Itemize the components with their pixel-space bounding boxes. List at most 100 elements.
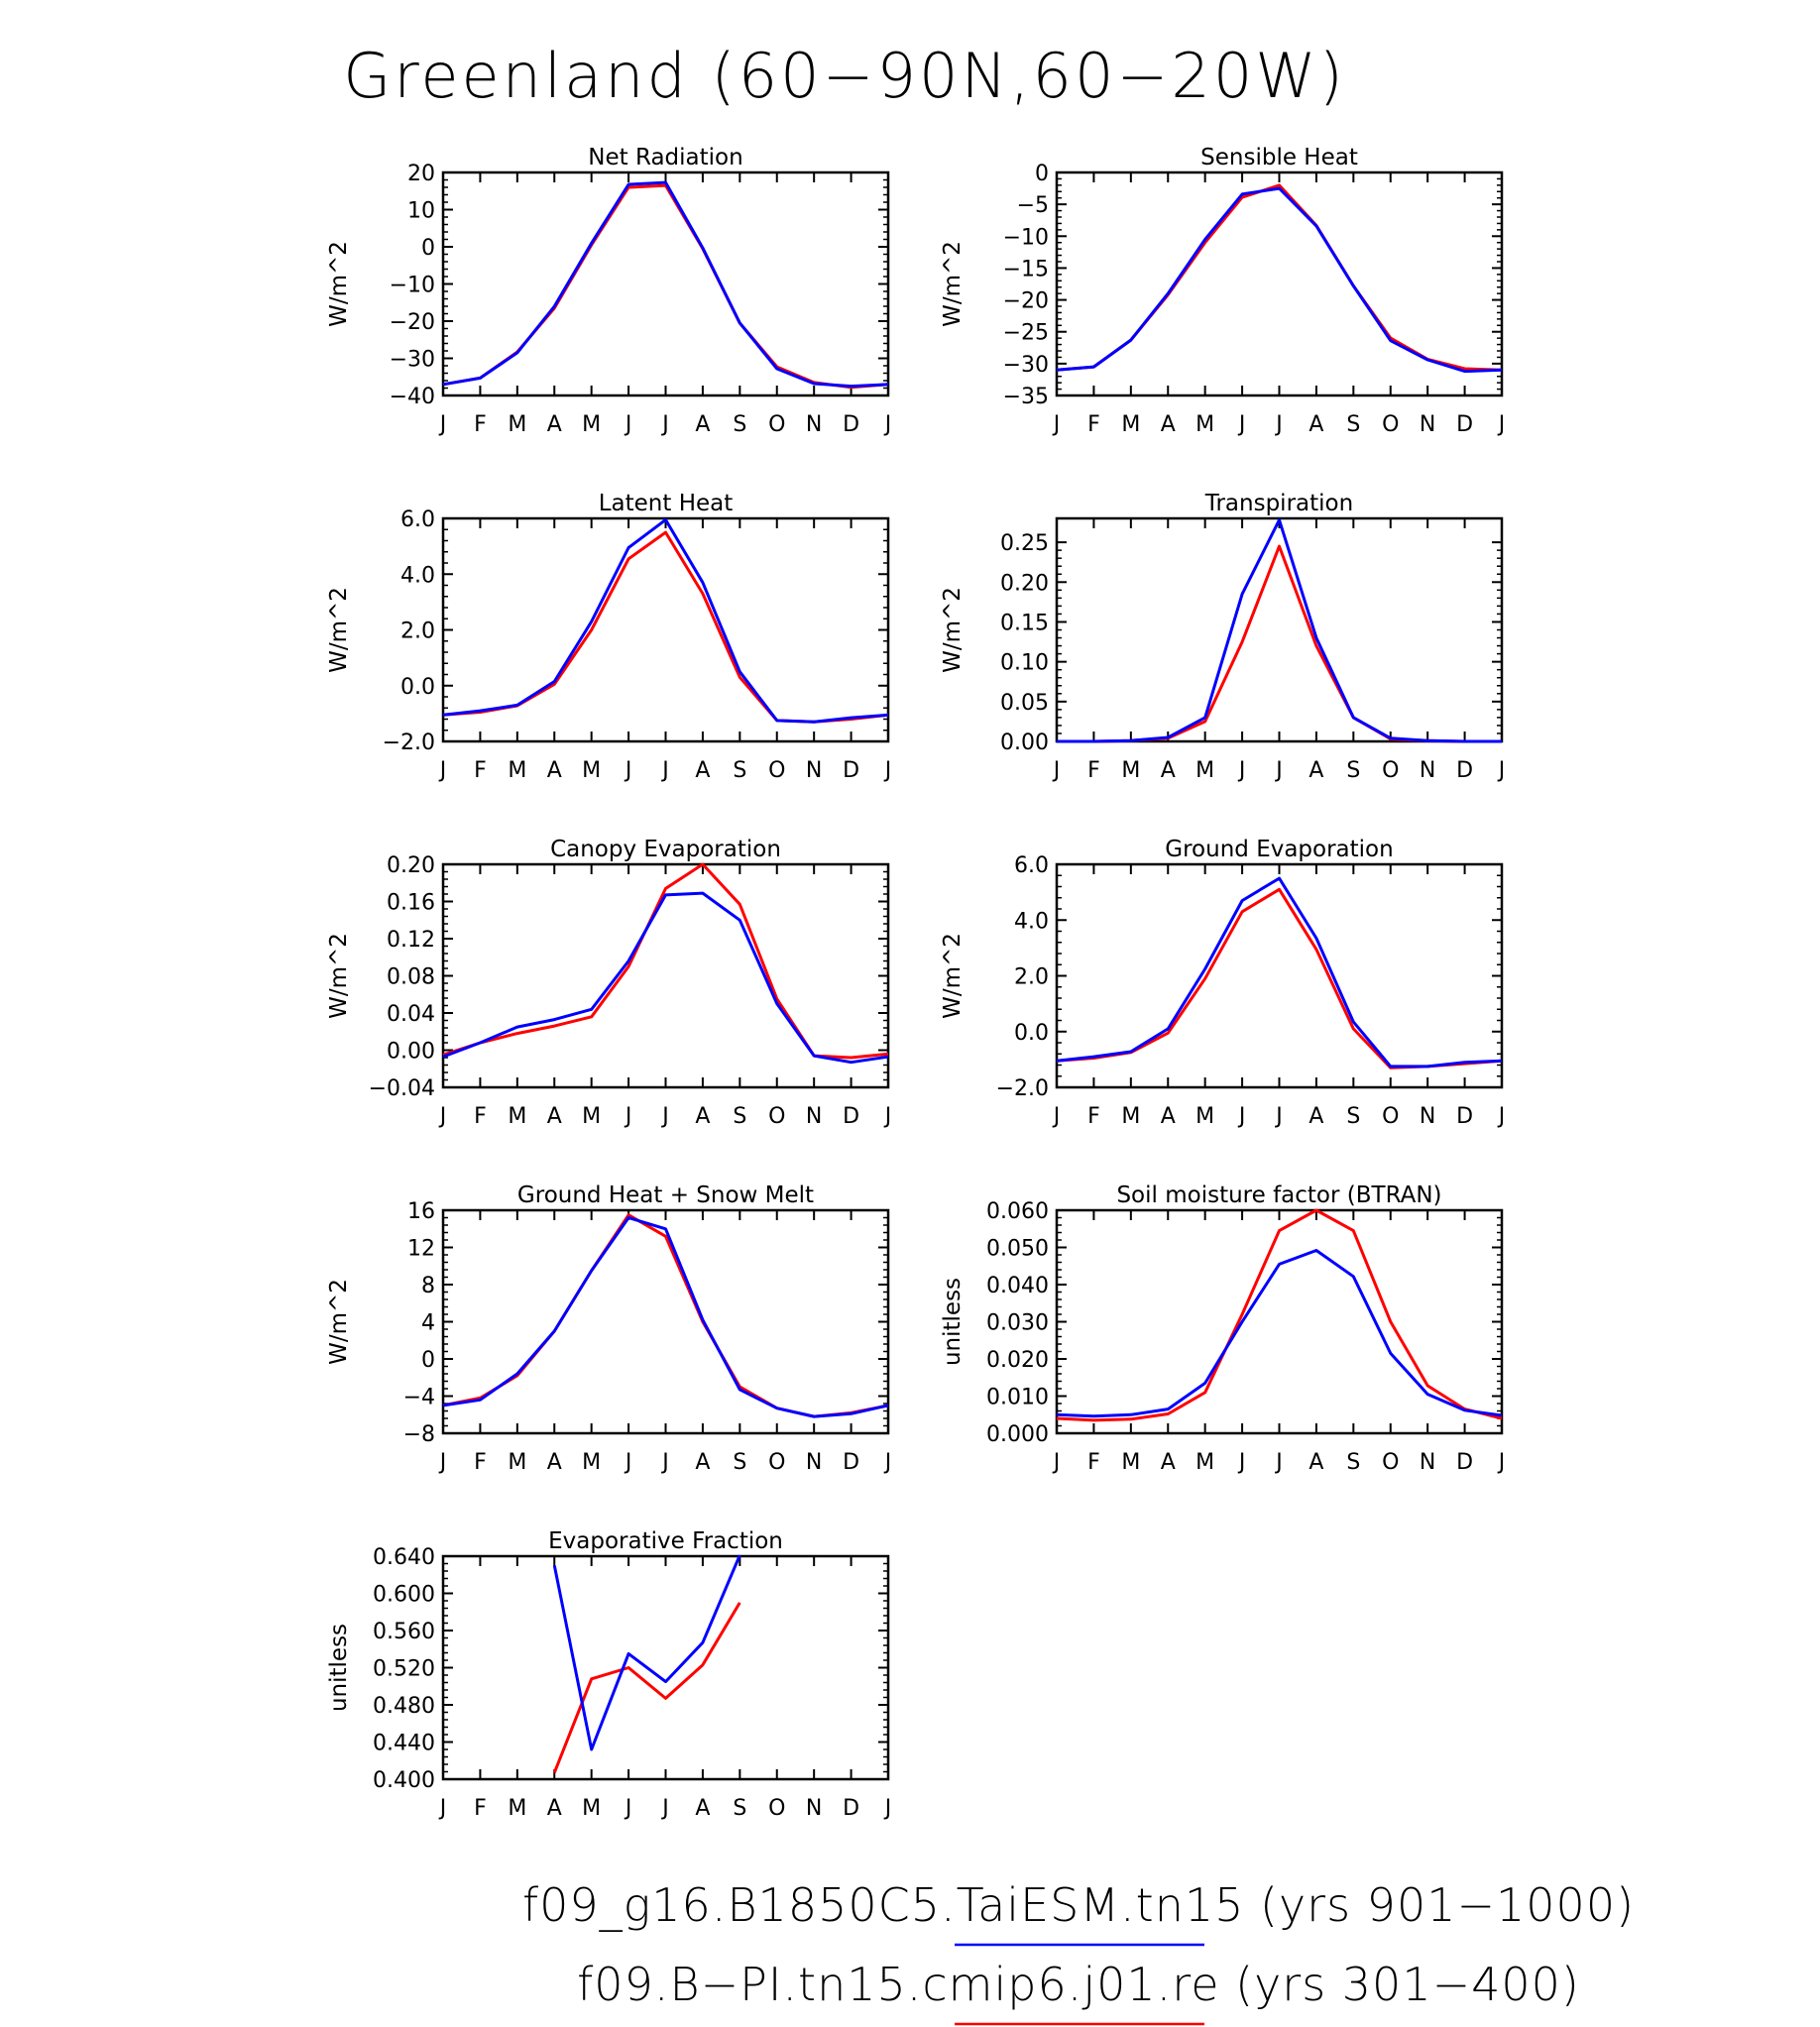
x-tick-label: J xyxy=(883,1796,892,1821)
x-tick-label: J xyxy=(438,758,447,783)
x-tick-label: A xyxy=(547,758,562,783)
panel-title: Ground Evaporation xyxy=(1165,837,1393,862)
chart-panel: J F M A M J J A S O N D J0.0000.0100.0200.0300.0400.… xyxy=(940,1182,1505,1475)
x-tick-label: J xyxy=(883,1450,892,1475)
x-tick-label: A xyxy=(547,1104,562,1129)
y-tick-label: 0.08 xyxy=(387,965,435,990)
series-line xyxy=(552,1554,741,1751)
x-tick-label: J xyxy=(1237,758,1246,783)
x-tick-label: A xyxy=(1308,758,1323,783)
y-tick-label: 0.640 xyxy=(373,1545,435,1570)
y-tick-label: 0.010 xyxy=(986,1386,1049,1410)
x-tick-label: F xyxy=(474,412,487,437)
panel-title: Evaporative Fraction xyxy=(548,1528,783,1554)
x-tick-label: M xyxy=(508,1796,526,1821)
x-tick-label: J xyxy=(438,1450,447,1475)
x-tick-label: M xyxy=(508,1104,526,1129)
x-tick-label: J xyxy=(624,758,632,783)
x-tick-label: J xyxy=(1497,758,1506,783)
y-tick-label: 10 xyxy=(407,199,435,224)
y-tick-label: 0.20 xyxy=(387,853,435,878)
x-tick-label: N xyxy=(1420,1104,1435,1129)
x-tick-label: S xyxy=(1346,758,1360,783)
y-tick-label: −30 xyxy=(390,348,435,373)
y-axis-label: W/m^2 xyxy=(940,587,966,673)
x-tick-label: D xyxy=(843,758,859,783)
y-tick-label: 12 xyxy=(407,1237,435,1262)
x-tick-label: F xyxy=(1087,1104,1100,1129)
y-tick-label: −2.0 xyxy=(383,731,435,755)
x-tick-label: F xyxy=(1087,758,1100,783)
series-line xyxy=(1056,1249,1503,1418)
legend-label-case2: f09.B−PI.tn15.cmip6.j01.re (yrs 301−400) xyxy=(577,1958,1580,2011)
x-tick-label: J xyxy=(624,1104,632,1129)
panel-title: Soil moisture factor (BTRAN) xyxy=(1116,1182,1441,1208)
x-tick-label: N xyxy=(806,1450,822,1475)
y-tick-label: 0.04 xyxy=(387,1002,435,1027)
y-tick-label: 0.040 xyxy=(986,1274,1049,1298)
x-tick-label: M xyxy=(508,758,526,783)
x-tick-label: D xyxy=(843,412,859,437)
x-tick-label: J xyxy=(438,1104,447,1129)
x-tick-label: J xyxy=(624,1450,632,1475)
y-tick-label: −2.0 xyxy=(996,1076,1049,1101)
y-tick-label: 0.480 xyxy=(373,1694,435,1719)
x-tick-label: J xyxy=(660,1450,669,1475)
y-tick-label: 0.0 xyxy=(400,675,435,700)
x-tick-label: F xyxy=(474,758,487,783)
panel-title: Net Radiation xyxy=(588,145,742,170)
y-axis-label: W/m^2 xyxy=(326,587,352,673)
y-tick-label: −40 xyxy=(390,385,435,409)
x-tick-label: D xyxy=(843,1450,859,1475)
x-tick-label: A xyxy=(1161,1104,1176,1129)
x-tick-label: N xyxy=(806,412,822,437)
y-tick-label: 4 xyxy=(421,1311,435,1336)
x-tick-label: J xyxy=(660,412,669,437)
x-tick-label: A xyxy=(1308,412,1323,437)
y-tick-label: −0.04 xyxy=(369,1076,435,1101)
y-tick-label: 0.050 xyxy=(986,1237,1049,1262)
x-tick-label: A xyxy=(1308,1450,1323,1475)
x-tick-label: O xyxy=(1382,412,1399,437)
y-tick-label: 0.15 xyxy=(1000,611,1049,635)
x-tick-label: S xyxy=(1346,1104,1360,1129)
x-tick-label: M xyxy=(1121,758,1140,783)
x-tick-label: A xyxy=(695,412,710,437)
x-tick-label: M xyxy=(1121,1450,1140,1475)
y-tick-label: 0.030 xyxy=(986,1311,1049,1336)
x-tick-label: N xyxy=(1420,412,1435,437)
x-tick-label: A xyxy=(695,1796,710,1821)
y-tick-label: 6.0 xyxy=(1014,853,1049,878)
y-tick-label: −25 xyxy=(1003,321,1049,346)
x-tick-label: A xyxy=(547,1796,562,1821)
x-tick-label: M xyxy=(508,1450,526,1475)
x-tick-label: S xyxy=(1346,1450,1360,1475)
x-tick-label: J xyxy=(660,758,669,783)
x-tick-label: M xyxy=(582,1104,601,1129)
series-line xyxy=(442,891,889,1065)
y-tick-label: 2.0 xyxy=(400,619,435,644)
panel-title: Sensible Heat xyxy=(1200,145,1358,170)
x-tick-label: D xyxy=(1456,412,1473,437)
x-tick-label: M xyxy=(582,1796,601,1821)
x-tick-label: S xyxy=(733,1450,746,1475)
x-tick-label: O xyxy=(768,412,785,437)
panel-title: Transpiration xyxy=(1204,491,1353,516)
x-tick-label: M xyxy=(582,758,601,783)
y-tick-label: 0 xyxy=(1035,162,1049,186)
x-tick-label: A xyxy=(547,412,562,437)
y-tick-label: −10 xyxy=(1003,225,1049,250)
x-tick-label: J xyxy=(1497,412,1506,437)
x-tick-label: J xyxy=(1274,412,1283,437)
y-tick-label: 0.25 xyxy=(1000,531,1049,556)
series-line xyxy=(552,1602,741,1773)
y-tick-label: 0 xyxy=(421,236,435,261)
x-tick-label: J xyxy=(1497,1104,1506,1129)
x-tick-label: S xyxy=(733,412,746,437)
y-tick-label: −10 xyxy=(390,274,435,298)
x-tick-label: F xyxy=(1087,412,1100,437)
y-axis-label: W/m^2 xyxy=(940,241,966,327)
x-tick-label: S xyxy=(1346,412,1360,437)
